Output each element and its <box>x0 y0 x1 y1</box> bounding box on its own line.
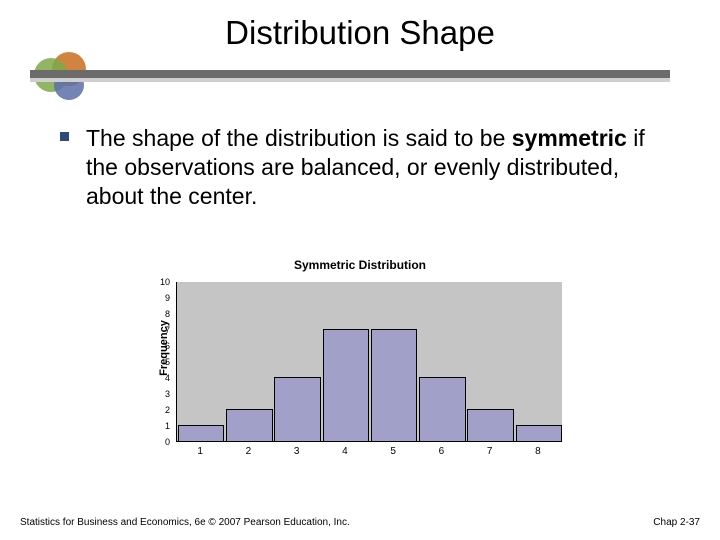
chart-bar <box>178 425 224 441</box>
title-underline-light <box>30 78 670 82</box>
chart-ytick: 10 <box>160 277 170 287</box>
chart-bar <box>226 409 272 441</box>
chart-xtick: 6 <box>417 446 465 457</box>
chart-xtick: 1 <box>176 446 224 457</box>
chart-bar <box>467 409 513 441</box>
title-underline-dark <box>30 70 670 78</box>
body-bold: symmetric <box>512 125 627 151</box>
chart-container: Frequency 012345678910 12345678 <box>172 282 572 462</box>
chart-bar <box>371 329 417 441</box>
chart-xtick: 4 <box>321 446 369 457</box>
chart-ytick: 4 <box>160 373 170 383</box>
chart-ytick: 7 <box>160 325 170 335</box>
chart-bar <box>323 329 369 441</box>
chart-ytick: 0 <box>160 437 170 447</box>
chart-ytick: 1 <box>160 421 170 431</box>
chart-xtick: 8 <box>514 446 562 457</box>
chart-ytick: 8 <box>160 309 170 319</box>
chart-title: Symmetric Distribution <box>0 258 720 272</box>
body-paragraph: The shape of the distribution is said to… <box>86 124 676 210</box>
chart-bar <box>516 425 562 441</box>
title-container: Distribution Shape <box>0 14 720 62</box>
footer-left: Statistics for Business and Economics, 6… <box>20 517 350 528</box>
body-pre: The shape of the distribution is said to… <box>86 125 512 151</box>
chart-ytick: 9 <box>160 293 170 303</box>
footer-right: Chap 2-37 <box>653 517 700 528</box>
page-title: Distribution Shape <box>0 14 720 62</box>
chart-ytick: 2 <box>160 405 170 415</box>
chart-xtick: 5 <box>369 446 417 457</box>
chart-xtick: 2 <box>224 446 272 457</box>
chart-bar <box>419 377 465 441</box>
chart-plot-area <box>176 282 562 442</box>
chart-xtick: 7 <box>466 446 514 457</box>
chart-bar <box>274 377 320 441</box>
chart-xtick: 3 <box>273 446 321 457</box>
chart-ytick: 6 <box>160 341 170 351</box>
chart-ytick: 5 <box>160 357 170 367</box>
chart-ytick: 3 <box>160 389 170 399</box>
bullet-icon <box>60 132 69 141</box>
